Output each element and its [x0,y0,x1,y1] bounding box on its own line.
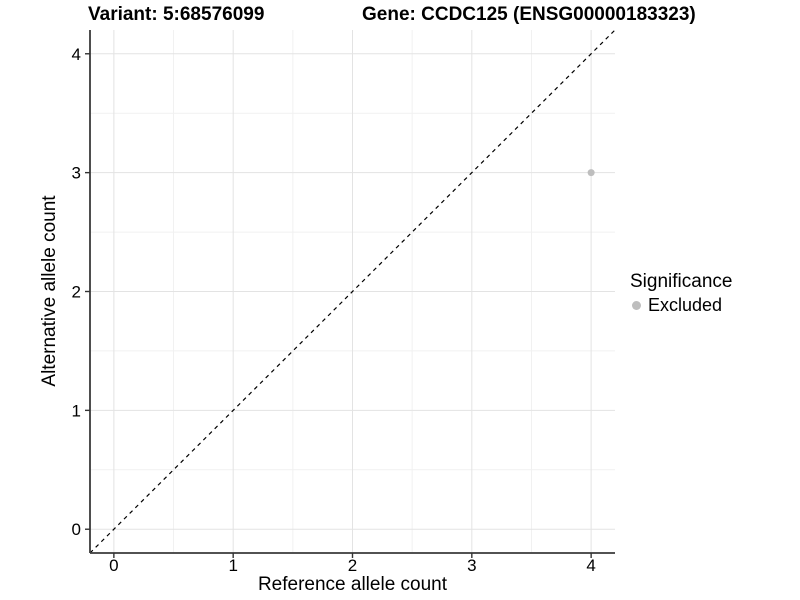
y-tick-label: 2 [72,283,81,302]
identity-line [89,29,616,554]
legend: Significance Excluded [628,270,732,316]
y-axis-title: Alternative allele count [39,195,60,387]
x-tick-label: 1 [228,556,237,575]
x-tick-label: 0 [109,556,118,575]
x-tick-label: 4 [586,556,595,575]
legend-title: Significance [630,271,733,292]
legend-item-excluded: Excluded [628,294,732,316]
excluded-point-icon [632,300,641,310]
legend-item-label: Excluded [648,295,723,315]
y-tick-label: 1 [72,401,81,420]
data-point [587,169,595,177]
x-axis-title: Reference allele count [257,574,448,595]
y-tick-label: 0 [72,520,81,539]
y-tick-label: 3 [72,164,81,183]
y-tick-label: 4 [72,45,81,64]
plot-title-variant: Variant: 5:68576099 [88,4,265,25]
plot-title-gene: Gene: CCDC125 (ENSG00000183323) [362,4,696,25]
x-tick-label: 3 [467,556,476,575]
x-tick-label: 2 [348,556,357,575]
